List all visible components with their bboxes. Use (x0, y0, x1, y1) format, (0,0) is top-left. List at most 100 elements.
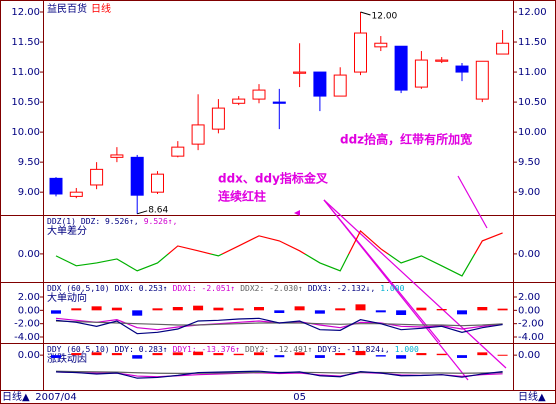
header-item: DDX (60,5,10) (47, 284, 110, 293)
bar (375, 355, 386, 357)
y-tick-label-right: 9.00 (518, 187, 540, 198)
high-label: 12.00 (372, 12, 398, 22)
header-item: 1.000 (395, 345, 419, 354)
indicator-line (55, 370, 503, 379)
bar (254, 307, 264, 311)
bar (233, 353, 244, 356)
bar (172, 352, 183, 356)
candle-body (374, 42, 388, 48)
y-tick-label-right: 9.50 (518, 157, 540, 168)
bar (274, 355, 285, 358)
y-tick-label-right: 10.50 (518, 97, 547, 108)
candle-body (191, 124, 205, 145)
arrow (323, 199, 507, 369)
bar (416, 353, 427, 356)
bar (152, 308, 163, 311)
low-label: 8.64 (148, 205, 168, 215)
bar (51, 355, 61, 358)
bar (294, 306, 305, 311)
y-tick-label: 2.00 (18, 292, 40, 303)
high-pointer (360, 11, 371, 16)
candle-body (90, 168, 104, 186)
header-item: DDX3: -2.132↓, (308, 284, 375, 293)
bar (71, 353, 82, 356)
bar (375, 310, 386, 313)
header-item: DDZ(1) (47, 217, 76, 226)
header-item: DDX1: -2.051↑ (173, 284, 236, 293)
period: 日线 (91, 2, 111, 15)
bar (233, 308, 244, 311)
candle-body (435, 59, 449, 62)
bar (193, 305, 204, 311)
x-tick-label: 2007/04 (35, 392, 77, 403)
bar (294, 352, 305, 356)
x-tick-label: 05 (293, 392, 306, 403)
bar (457, 355, 467, 358)
footer-right[interactable]: 日线▲ (518, 390, 546, 403)
header-item: DDY (60,5,10) (47, 345, 110, 354)
indicator-name: 大单动向 (47, 291, 87, 304)
indicator-line (55, 230, 503, 277)
y-tick-label: 9.50 (18, 157, 40, 168)
header-item: DDX2: -2.030↑ (240, 284, 303, 293)
header-item: 1.000 (380, 284, 404, 293)
indicator-line (55, 317, 503, 335)
candle-body (293, 71, 307, 74)
annotation: ddz抬高，红带有所加宽 (340, 132, 472, 147)
bar (436, 353, 447, 356)
bar (152, 353, 163, 356)
arrow (323, 199, 469, 381)
candle-body (354, 32, 367, 73)
bar (213, 353, 224, 356)
y-tick-label-right: 0.00 (518, 305, 540, 316)
bar (497, 354, 508, 356)
y-tick-label-right: -4.00 (518, 332, 544, 343)
y-tick-label: 11.50 (11, 37, 40, 48)
candle-body (232, 98, 246, 104)
y-tick-label-right: 2.00 (518, 292, 540, 303)
y-tick-label-right: 12.00 (518, 7, 547, 18)
bar (477, 352, 488, 356)
bar (314, 355, 325, 358)
indicator-header: DDY (60,5,10) DDY: 0.283↑ DDY1: -13.376↑ DD… (47, 345, 419, 354)
indicator-header: DDZ(1) DDZ: 9.526↑, 9.526↑, (47, 217, 177, 226)
bar (254, 352, 264, 356)
header-item: DDZ: 9.526↑, (81, 217, 139, 226)
bar (335, 308, 346, 311)
header-item: DDX: 0.253↑ (115, 284, 168, 293)
annotation-arrows (323, 175, 507, 381)
header-item: DDY: 0.283↑ (115, 345, 168, 354)
bar (193, 351, 204, 356)
y-tick-label-right: 11.50 (518, 37, 547, 48)
y-tick-label-right: 10.00 (518, 127, 547, 138)
bar (213, 307, 224, 311)
y-tick-label-right: 0.00 (518, 350, 540, 361)
stock-name: 益民百货 (47, 2, 87, 15)
bar (91, 352, 102, 356)
footer-left[interactable]: 日线▲ (2, 390, 30, 403)
candle-body (475, 60, 489, 100)
y-tick-label-right: 0.00 (518, 249, 540, 260)
bar (477, 307, 488, 311)
y-tick-label: 10.50 (11, 97, 40, 108)
low-pointer (137, 210, 148, 215)
bar (416, 307, 427, 311)
indicator-name: 大单差分 (47, 224, 87, 237)
bar (396, 310, 407, 315)
y-tick-label-right: 11.00 (518, 67, 547, 78)
candle-body (394, 45, 408, 91)
bar (111, 307, 122, 311)
candle-body (110, 154, 124, 158)
y-tick-label: 10.00 (11, 127, 40, 138)
bar (355, 304, 366, 311)
bar (172, 307, 183, 311)
candle-body (171, 146, 185, 157)
header-item: DDY3: -11.824↓, (317, 345, 389, 354)
candle-body (333, 74, 347, 97)
y-tick-label: -2.00 (14, 319, 40, 330)
header-item: DDY2: -12.491↑ (245, 345, 312, 354)
bar (51, 310, 61, 314)
candle-body (272, 101, 286, 104)
bar (436, 309, 447, 311)
